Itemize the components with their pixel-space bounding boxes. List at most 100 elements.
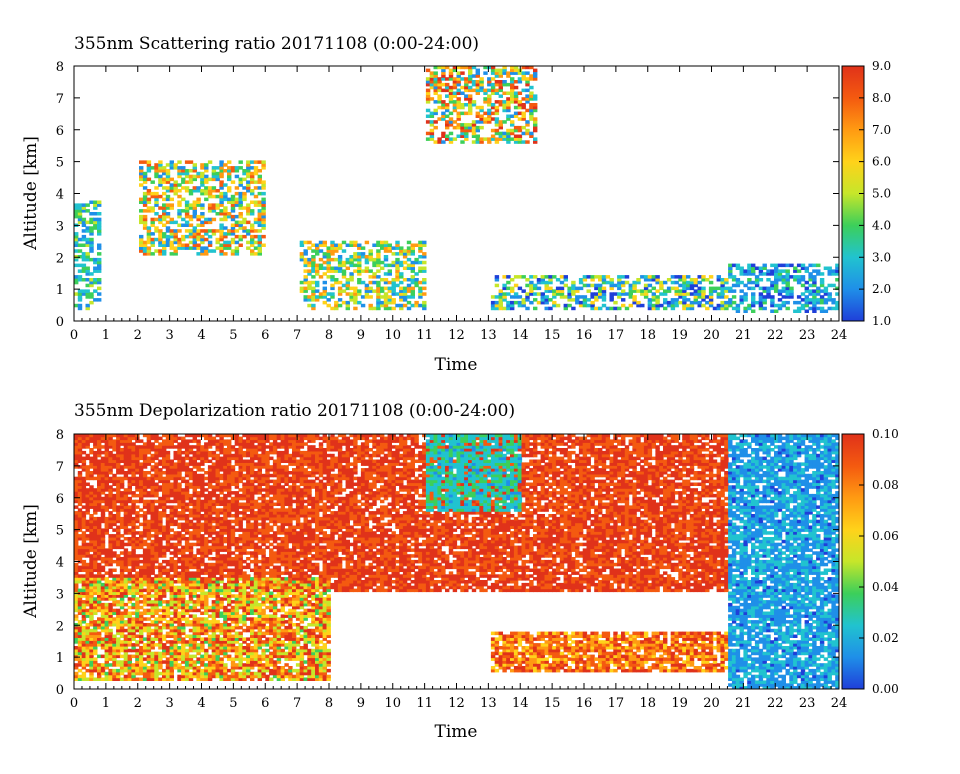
heatmap-cell — [177, 160, 181, 164]
heatmap-cell — [135, 640, 139, 644]
depolarization-ratio-panel: 355nm Depolarization ratio 20171108 (0:0… — [21, 401, 899, 742]
heatmap-cell — [105, 577, 109, 581]
heatmap-cell — [189, 606, 193, 610]
heatmap-cell — [116, 609, 120, 613]
heatmap-cell — [97, 655, 101, 659]
heatmap-cell — [212, 195, 216, 199]
heatmap-cell — [147, 457, 151, 461]
heatmap-cell — [533, 275, 537, 279]
heatmap-cell — [120, 477, 124, 481]
x-tick-label: 24 — [831, 328, 848, 343]
heatmap-cell — [235, 246, 239, 250]
heatmap-cell — [812, 275, 816, 279]
heatmap-cell — [86, 209, 90, 213]
heatmap-cell — [166, 221, 170, 225]
heatmap-cell — [648, 284, 652, 288]
heatmap-cell — [502, 284, 506, 288]
heatmap-cell — [541, 292, 545, 296]
heatmap-cell — [606, 275, 610, 279]
heatmap-cell — [128, 606, 132, 610]
heatmap-cell — [434, 100, 438, 104]
heatmap-cell — [235, 186, 239, 190]
heatmap-cell — [751, 281, 755, 285]
heatmap-cell — [174, 505, 178, 509]
heatmap-cell — [698, 301, 702, 305]
heatmap-cell — [120, 448, 124, 452]
heatmap-cell — [185, 229, 189, 233]
heatmap-cell — [212, 229, 216, 233]
heatmap-cell — [365, 284, 369, 288]
heatmap-cell — [177, 224, 181, 228]
heatmap-cell — [701, 287, 705, 291]
heatmap-cell — [801, 284, 805, 288]
heatmap-cell — [78, 269, 82, 273]
heatmap-cell — [166, 514, 170, 518]
heatmap-cell — [315, 281, 319, 285]
heatmap-cell — [128, 477, 132, 481]
heatmap-cell — [583, 275, 587, 279]
heatmap-cell — [372, 281, 376, 285]
heatmap-cell — [522, 298, 526, 302]
heatmap-cell — [177, 195, 181, 199]
heatmap-cell — [124, 635, 128, 639]
heatmap-cell — [261, 180, 265, 184]
heatmap-cell — [491, 112, 495, 116]
heatmap-cell — [189, 629, 193, 633]
x-tick-label: 10 — [384, 328, 401, 343]
heatmap-cell — [139, 215, 143, 219]
heatmap-cell — [828, 292, 832, 296]
heatmap-cell — [510, 295, 514, 299]
heatmap-cell — [147, 198, 151, 202]
heatmap-cell — [407, 278, 411, 282]
heatmap-cell — [86, 252, 90, 256]
heatmap-cell — [170, 183, 174, 187]
heatmap-cell — [460, 71, 464, 75]
heatmap-cell — [361, 295, 365, 299]
heatmap-cell — [116, 660, 120, 664]
heatmap-cell — [89, 292, 93, 296]
heatmap-cell — [74, 249, 78, 253]
heatmap-cell — [652, 292, 656, 296]
heatmap-cell — [177, 229, 181, 233]
heatmap-cell — [740, 289, 744, 293]
heatmap-cell — [701, 304, 705, 308]
heatmap-cell — [525, 120, 529, 124]
heatmap-cell — [185, 244, 189, 248]
heatmap-cell — [426, 137, 430, 141]
heatmap-cell — [472, 89, 476, 93]
heatmap-cell — [82, 264, 86, 268]
heatmap-cell — [388, 244, 392, 248]
heatmap-cell — [525, 94, 529, 98]
heatmap-cell — [694, 278, 698, 282]
heatmap-cell — [514, 112, 518, 116]
heatmap-cell — [174, 163, 178, 167]
heatmap-cell — [548, 287, 552, 291]
heatmap-cell — [101, 678, 105, 682]
heatmap-cell — [112, 454, 116, 458]
heatmap-cell — [162, 166, 166, 170]
heatmap-cell — [200, 617, 204, 621]
heatmap-cell — [108, 485, 112, 489]
heatmap-cell — [759, 292, 763, 296]
heatmap-cell — [208, 655, 212, 659]
heatmap-cell — [151, 474, 155, 478]
heatmap-cell — [208, 249, 212, 253]
heatmap-cell — [709, 275, 713, 279]
heatmap-cell — [724, 295, 728, 299]
heatmap-cell — [128, 537, 132, 541]
heatmap-cell — [158, 437, 162, 441]
heatmap-cell — [139, 462, 143, 466]
heatmap-cell — [86, 454, 90, 458]
heatmap-cell — [399, 261, 403, 265]
heatmap-cell — [189, 445, 193, 449]
heatmap-cell — [445, 94, 449, 98]
heatmap-cell — [808, 307, 812, 311]
heatmap-cell — [361, 269, 365, 273]
heatmap-cell — [139, 166, 143, 170]
heatmap-cell — [216, 203, 220, 207]
heatmap-cell — [518, 117, 522, 121]
heatmap-cell — [663, 298, 667, 302]
heatmap-cell — [162, 623, 166, 627]
heatmap-cell — [185, 617, 189, 621]
heatmap-cell — [185, 235, 189, 239]
